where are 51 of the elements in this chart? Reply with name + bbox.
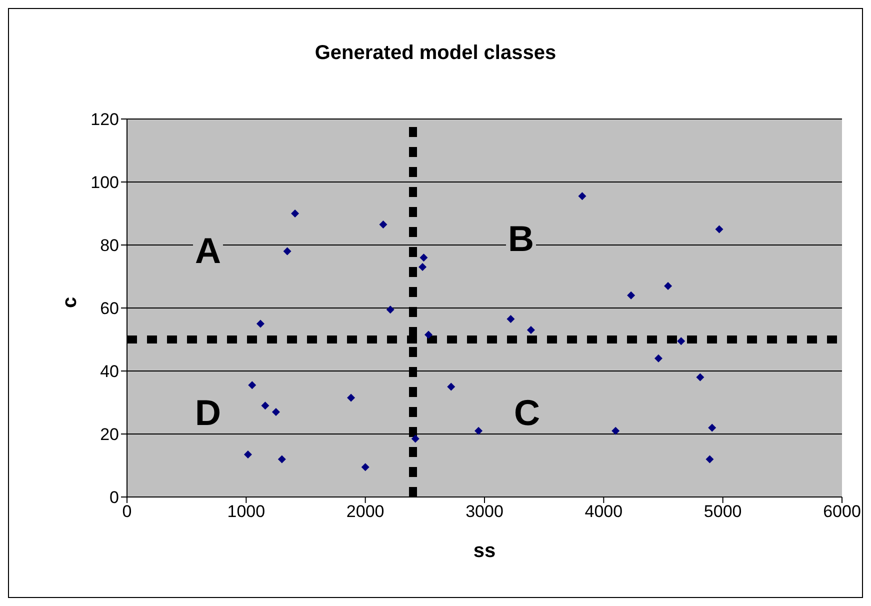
point [715,225,724,234]
point [379,220,388,229]
x-tick-label: 3000 [466,502,504,522]
point [278,455,286,464]
annotation: A [193,230,223,271]
point [677,337,686,346]
point [418,263,427,272]
point [654,354,662,362]
point [283,247,292,256]
point [706,455,714,464]
point [578,192,586,200]
point [244,450,252,458]
chart-title: Generated model classes [314,42,558,65]
point [424,330,432,339]
y-tick-label: 100 [90,173,119,192]
y-tick-label: 120 [90,110,119,130]
y-axis-title: c [59,296,82,308]
y-tick-label: 0 [110,488,119,508]
x-axis-title: ss [473,540,496,562]
point [248,381,256,390]
x-tick-label: 0 [122,502,132,522]
point [386,306,394,314]
point [506,315,515,324]
y-tick-label: 20 [100,425,119,444]
point [664,282,672,290]
x-tick-label: 6000 [823,502,861,522]
point [526,326,535,334]
annotation: D [193,392,223,433]
point [291,210,300,218]
point [272,408,280,416]
point [347,394,356,402]
x-tick-label: 1000 [227,502,266,522]
point [627,291,636,300]
point [256,320,264,328]
point [261,402,270,410]
point [708,424,716,432]
point [696,373,704,382]
y-tick-label: 60 [100,299,119,318]
annotation: C [512,392,542,433]
point [447,382,456,391]
x-tick-label: 2000 [346,502,384,522]
y-tick-label: 40 [100,362,119,382]
point [420,254,428,262]
annotation: B [506,218,536,259]
point [361,463,370,472]
point [411,434,420,443]
x-tick-label: 4000 [584,502,623,522]
point [612,426,620,435]
y-tick-label: 80 [100,236,119,256]
point [474,426,483,435]
x-tick-label: 5000 [704,502,742,522]
